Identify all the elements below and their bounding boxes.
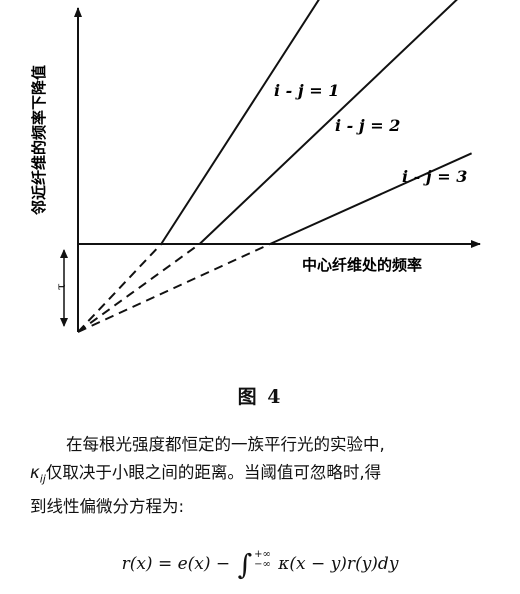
figure-caption: 图 4	[237, 386, 283, 408]
equation-rhs: κ(x − y)r(y)dy	[278, 554, 399, 574]
integral-sign: ∫	[237, 548, 253, 581]
integral-lower: −∞	[254, 559, 271, 570]
kappa-subscript: ij	[39, 472, 46, 486]
text-line-2-rest: 仅取决于小眼之间的距离。当阈值可忽略时,得	[45, 463, 382, 482]
x-axis-label: 中心纤维处的频率	[302, 256, 422, 274]
series-extension-2	[77, 243, 201, 333]
series-extension-3	[77, 243, 271, 333]
equation: r(x) = e(x) − ∫ +∞ −∞ κ(x − y)r(y)dy	[0, 548, 520, 581]
integral-limits: +∞ −∞	[254, 550, 271, 570]
equation-lhs: r(x) = e(x) −	[121, 554, 231, 574]
series-line-3	[269, 152, 473, 245]
y-axis-label: 邻近纤维的频率下降值	[30, 65, 48, 216]
figure-chart: τ 邻近纤维的频率下降值 中心纤维处的频率 i - j = 1 i - j = 2…	[30, 0, 481, 333]
series-line-2	[198, 0, 458, 245]
text-line-3: 到线性偏微分方程为:	[30, 497, 185, 517]
text-line-2: κij仅取决于小眼之间的距离。当阈值可忽略时,得	[30, 463, 382, 486]
series-label-3: i - j = 3	[402, 167, 467, 186]
paragraph: 在每根光强度都恒定的一族平行光的实验中, κij仅取决于小眼之间的距离。当阈值可…	[30, 431, 500, 521]
integral-upper: +∞	[254, 549, 271, 560]
series-extension-1	[77, 243, 162, 333]
threshold-label: τ	[54, 283, 68, 290]
series-label-1: i - j = 1	[274, 81, 339, 100]
text-line-1: 在每根光强度都恒定的一族平行光的实验中,	[66, 435, 385, 454]
series-line-1	[160, 0, 320, 245]
series-label-2: i - j = 2	[335, 116, 400, 135]
